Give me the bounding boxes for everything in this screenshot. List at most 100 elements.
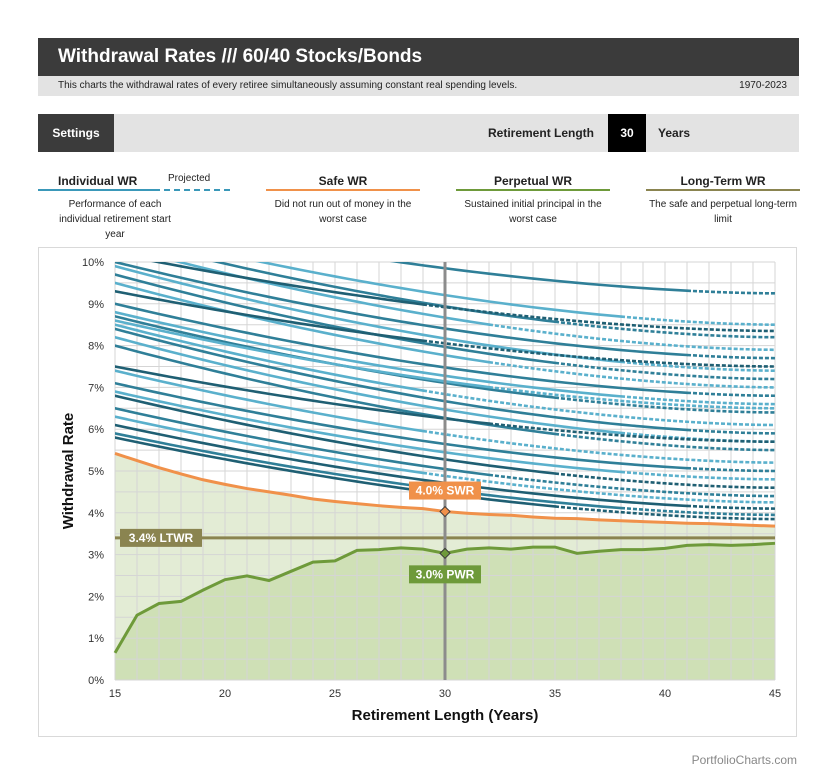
settings-button[interactable]: Settings [38,114,114,152]
date-range: 1970-2023 [739,80,787,91]
page-title: Withdrawal Rates /// 60/40 Stocks/Bonds [58,46,423,67]
pwr-label: 3.0% PWR [416,567,475,581]
individual-wr-line [115,323,425,392]
legend-perpetual-line [456,189,610,191]
individual-wr-projected-line [422,303,775,333]
individual-wr-line [115,281,491,364]
legend-safe-desc: Did not run out of money in the worst ca… [274,199,412,225]
individual-wr-line [115,436,557,508]
y-tick-label: 5% [88,466,104,478]
individual-wr-line [115,289,425,342]
individual-wr-projected-line [686,391,775,398]
chart-description: This charts the withdrawal rates of ever… [58,80,518,91]
ltwr-label: 3.4% LTWR [129,531,194,545]
y-tick-label: 3% [88,550,104,562]
retirement-length-unit: Years [658,126,691,140]
x-tick-label: 15 [109,688,121,700]
individual-wr-line [115,302,689,395]
legend-projected-label: Projected [168,173,211,184]
description-bar: This charts the withdrawal rates of ever… [38,76,799,96]
legend-perpetual-wr: Perpetual WR Sustained initial principal… [456,174,610,227]
y-tick-label: 7% [88,382,104,394]
y-tick-label: 6% [88,424,104,436]
individual-wr-projected-line [554,472,775,490]
retirement-length-label: Retirement Length [488,126,595,140]
legend-individual-desc: Performance of each individual retiremen… [59,199,171,240]
y-tick-label: 2% [88,591,104,603]
individual-wr-line [151,262,425,306]
individual-wr-line [389,262,689,292]
individual-wr-line [115,432,623,510]
footer-credit: PortfolioCharts.com [691,753,797,767]
individual-wr-line [115,390,623,474]
individual-wr-projected-line [686,289,775,295]
y-tick-label: 9% [88,299,104,311]
individual-wr-line [115,327,689,432]
individual-wr-line [115,310,623,398]
individual-wr-line [115,406,491,477]
legend-long-term-title: Long-Term WR [680,174,766,188]
individual-wr-projected-line [686,428,775,435]
y-axis-label: Withdrawal Rate [60,413,77,530]
swr-label: 4.0% SWR [416,484,475,498]
legend-individual-title: Individual WR [58,174,138,188]
individual-wr-line [255,262,623,318]
legend-individual-line [38,189,154,191]
individual-wr-lines [115,262,775,521]
swr-label-bg [409,481,481,500]
x-axis-label: Retirement Length (Years) [352,707,539,724]
x-tick-label: 25 [329,688,341,700]
legend-perpetual-desc: Sustained initial principal in the worst… [464,199,602,225]
individual-wr-line [115,369,425,433]
individual-wr-projected-line [554,396,775,414]
legend-safe-line [266,189,420,191]
pwr-marker [439,547,451,560]
legend-safe-wr: Safe WR Did not run out of money in the … [266,174,420,227]
retirement-length-value[interactable]: 30 [608,114,646,152]
individual-wr-line [115,415,425,475]
legend-long-term-desc: The safe and perpetual long-term limit [649,199,797,225]
individual-wr-line [115,319,491,389]
individual-wr-line [115,423,689,508]
y-tick-label: 0% [88,675,104,687]
legend-safe-title: Safe WR [318,174,368,188]
individual-wr-projected-line [488,360,775,389]
settings-bar: Settings Retirement Length 30 Years [38,114,799,152]
individual-wr-projected-line [422,339,775,368]
legend-individual-wr: Individual WR Projected Performance of e… [38,173,230,242]
individual-wr-line [115,273,557,365]
x-tick-label: 30 [439,688,451,700]
title-bar: Withdrawal Rates /// 60/40 Stocks/Bonds [38,38,799,76]
legend-projected-line [154,189,230,191]
y-tick-label: 10% [82,257,104,269]
individual-wr-projected-line [686,504,775,510]
chart-frame [38,247,797,737]
individual-wr-projected-line [620,360,775,372]
individual-wr-projected-line [620,506,775,517]
y-tick-label: 8% [88,341,104,353]
individual-wr-projected-line [488,323,775,352]
individual-wr-line [115,365,491,425]
x-tick-label: 45 [769,688,781,700]
individual-wr-projected-line [620,470,775,481]
individual-wr-line [115,381,689,470]
x-tick-label: 20 [219,688,231,700]
individual-wr-line [174,262,491,326]
legend-long-term-wr: Long-Term WR The safe and perpetual long… [646,174,800,227]
swr-marker [439,505,451,518]
individual-wr-projected-line [620,315,775,326]
individual-wr-line [115,262,689,357]
individual-wr-line [211,262,557,324]
legend-long-term-line [646,189,800,191]
individual-wr-projected-line [554,361,775,381]
x-tick-label: 40 [659,688,671,700]
individual-wr-projected-line [686,353,775,360]
individual-wr-projected-line [620,395,775,406]
individual-wr-line [115,394,557,475]
individual-wr-projected-line [422,389,775,427]
individual-wr-projected-line [554,505,775,521]
individual-wr-projected-line [422,429,775,464]
individual-wr-projected-line [686,466,775,473]
ltwr-label-bg [120,528,202,547]
